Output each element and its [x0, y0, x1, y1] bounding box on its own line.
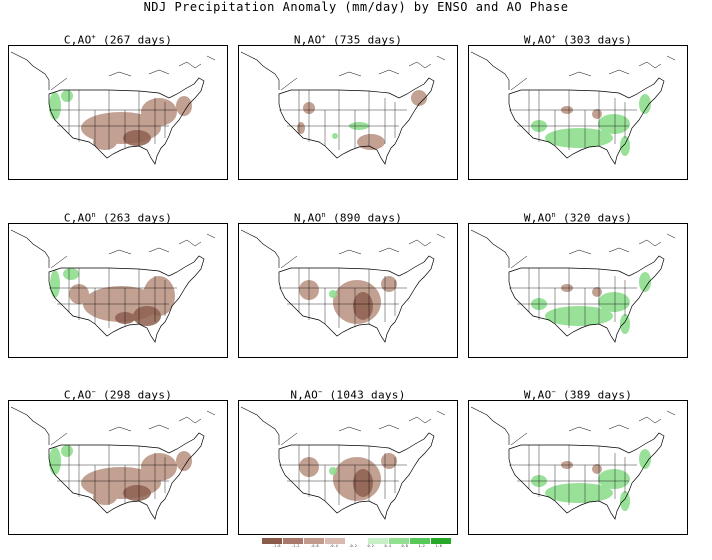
panel-phase: n — [551, 211, 557, 219]
panel-label: W,AO — [523, 33, 552, 47]
panel-days: (320 days) — [556, 211, 633, 225]
colorbar-label: 1.6 — [435, 544, 442, 548]
us-map — [240, 51, 446, 165]
panel-label: C,AO — [63, 388, 92, 402]
colorbar-label: -0.4 — [329, 544, 338, 548]
colorbar-label: 0.4 — [384, 544, 391, 548]
panel-label: N,AO — [293, 211, 322, 225]
map-frame — [8, 223, 228, 358]
panel-title: C,AO+ (267 days) — [8, 31, 228, 47]
panel-label: N,AO — [293, 33, 322, 47]
panel-phase: n — [321, 211, 327, 219]
map-panel: N,AOn (890 days) — [238, 211, 458, 383]
map-panel: W,AOn (320 days) — [468, 211, 688, 383]
map-frame — [468, 400, 688, 535]
map-frame — [238, 223, 458, 358]
panel-label: C,AO — [63, 33, 92, 47]
colorbar-label: -1.2 — [291, 544, 300, 548]
us-map — [10, 406, 216, 520]
panel-days: (735 days) — [326, 33, 403, 47]
panel-phase: + — [321, 33, 327, 41]
panel-phase: − — [91, 388, 97, 396]
panel-label: N,AO — [290, 388, 319, 402]
panel-title: C,AOn (263 days) — [8, 209, 228, 225]
panel-days: (1043 days) — [322, 388, 406, 402]
colorbar-swatch — [325, 538, 347, 544]
colorbar-swatch — [388, 538, 410, 544]
panel-phase: − — [318, 388, 323, 396]
colorbar-label: -1.6 — [272, 544, 281, 548]
colorbar-label: -0.8 — [310, 544, 319, 548]
map-frame — [238, 400, 458, 535]
us-map — [470, 229, 676, 343]
map-frame — [468, 223, 688, 358]
panel-label: W,AO — [523, 388, 552, 402]
map-frame — [8, 400, 228, 535]
map-frame — [468, 45, 688, 180]
us-map — [470, 406, 676, 520]
panel-days: (267 days) — [96, 33, 173, 47]
panel-label: W,AO — [523, 211, 552, 225]
panel-phase: + — [91, 33, 97, 41]
us-map — [240, 229, 446, 343]
panel-days: (389 days) — [556, 388, 633, 402]
colorbar-legend: -1.6 -1.2 -0.8 -0.4 -0.2 0.2 0.4 0.8 1.2 1.6 — [262, 538, 452, 551]
panel-title: C,AO− (298 days) — [8, 386, 228, 402]
panel-phase: − — [551, 388, 557, 396]
us-map — [10, 51, 216, 165]
colorbar-swatch — [262, 538, 284, 544]
panel-days: (303 days) — [556, 33, 633, 47]
panel-title: N,AOn (890 days) — [238, 209, 458, 225]
map-panel: C,AO+ (267 days) — [8, 33, 228, 205]
map-frame — [238, 45, 458, 180]
panel-label: C,AO — [63, 211, 92, 225]
map-panel: C,AOn (263 days) — [8, 211, 228, 383]
panel-days: (298 days) — [96, 388, 173, 402]
colorbar-swatch — [409, 538, 431, 544]
panel-title: W,AO+ (303 days) — [468, 31, 688, 47]
colorbar-swatch — [304, 538, 326, 544]
us-map — [240, 406, 446, 520]
panel-title: N,AO− (1043 days) — [238, 386, 458, 402]
panel-phase: n — [91, 211, 97, 219]
panel-title: W,AO− (389 days) — [468, 386, 688, 402]
panel-phase: + — [551, 33, 557, 41]
map-panel: N,AO− (1043 days) — [238, 388, 458, 560]
panel-title: N,AO+ (735 days) — [238, 31, 458, 47]
colorbar-swatch — [346, 538, 368, 544]
map-panel: C,AO− (298 days) — [8, 388, 228, 560]
panel-days: (890 days) — [326, 211, 403, 225]
map-panel: N,AO+ (735 days) — [238, 33, 458, 205]
colorbar-label: 0.2 — [367, 544, 374, 548]
panel-title: W,AOn (320 days) — [468, 209, 688, 225]
colorbar-label: -0.2 — [348, 544, 357, 548]
colorbar-label: 0.8 — [401, 544, 408, 548]
figure-title: NDJ Precipitation Anomaly (mm/day) by EN… — [143, 0, 569, 14]
map-panel: W,AO− (389 days) — [468, 388, 688, 560]
colorbar-swatch — [430, 538, 452, 544]
colorbar-swatch — [367, 538, 389, 544]
us-map — [10, 229, 216, 343]
us-map — [470, 51, 676, 165]
colorbar-swatch — [283, 538, 305, 544]
map-panel: W,AO+ (303 days) — [468, 33, 688, 205]
map-frame — [8, 45, 228, 180]
panel-days: (263 days) — [96, 211, 173, 225]
colorbar-label: 1.2 — [418, 544, 425, 548]
